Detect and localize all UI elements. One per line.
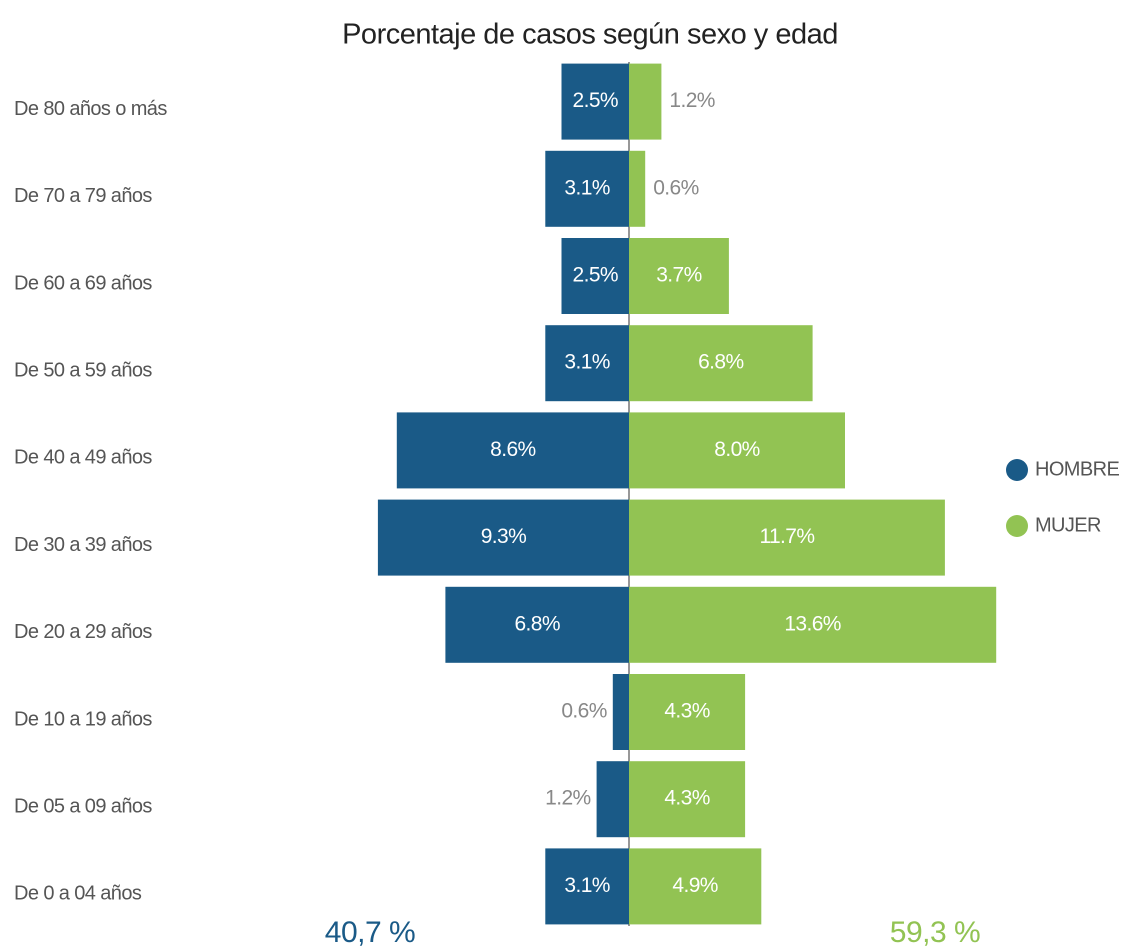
bar: [629, 325, 813, 402]
bar: [629, 674, 746, 750]
legend-marker: [1006, 459, 1028, 481]
bar: [596, 761, 629, 838]
bar: [377, 499, 629, 576]
value-label: 3.7%: [656, 264, 701, 287]
bar: [445, 586, 629, 663]
category-label: De 70 a 79 años: [14, 185, 152, 207]
value-label: 4.3%: [664, 787, 709, 810]
value-label: 1.2%: [545, 787, 590, 810]
bar: [629, 150, 646, 227]
category-label: De 50 a 59 años: [14, 359, 152, 381]
bar: [629, 848, 762, 925]
value-label: 3.1%: [564, 874, 609, 897]
bar: [545, 848, 629, 925]
category-label: De 0 a 04 años: [14, 883, 142, 905]
value-label: 3.1%: [564, 351, 609, 374]
value-label: 1.2%: [669, 89, 714, 112]
value-label: 2.5%: [573, 264, 618, 287]
value-label: 3.1%: [564, 176, 609, 199]
legend-marker: [1006, 515, 1028, 537]
bar: [396, 412, 629, 489]
category-label: De 05 a 09 años: [14, 795, 152, 817]
value-label: 9.3%: [481, 525, 526, 548]
value-label: 8.6%: [490, 438, 535, 461]
bar: [629, 586, 997, 663]
series-total: 40,7 %: [325, 916, 415, 949]
category-label: De 80 años o más: [14, 98, 167, 120]
category-label: De 20 a 29 años: [14, 621, 152, 643]
value-label: 11.7%: [759, 525, 814, 548]
value-label: 13.6%: [784, 612, 841, 635]
bar: [629, 63, 662, 140]
value-label: 4.9%: [672, 874, 717, 897]
value-label: 8.0%: [714, 438, 759, 461]
bar: [545, 150, 629, 227]
category-label: De 10 a 19 años: [14, 708, 152, 730]
value-label: 6.8%: [698, 351, 743, 374]
value-label: 2.5%: [573, 89, 618, 112]
legend-label: HOMBRE: [1035, 458, 1119, 480]
bar: [561, 63, 629, 140]
series-total: 59,3 %: [890, 916, 980, 949]
category-label: De 60 a 69 años: [14, 272, 152, 294]
bar: [629, 238, 729, 314]
bar: [561, 238, 629, 314]
legend-label: MUJER: [1035, 514, 1101, 536]
chart-title: Porcentaje de casos según sexo y edad: [342, 19, 838, 51]
value-label: 4.3%: [664, 700, 709, 723]
category-label: De 40 a 49 años: [14, 447, 152, 469]
value-label: 6.8%: [514, 612, 559, 635]
category-label: De 30 a 39 años: [14, 534, 152, 556]
bar: [545, 325, 629, 402]
bar: [629, 499, 945, 576]
value-label: 0.6%: [561, 700, 606, 723]
bar: [612, 674, 629, 750]
bar: [629, 412, 845, 489]
value-label: 0.6%: [653, 176, 698, 199]
bar: [629, 761, 746, 838]
